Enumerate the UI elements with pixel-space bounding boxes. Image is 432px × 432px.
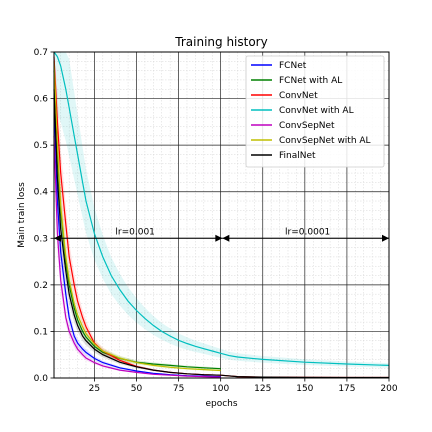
axis-ticks: 25 50 75 100 125 150 175 200 0.0 0.1 0.2 0.3 0.4 0.5 0… — [34, 48, 398, 394]
lr-annotations: lr=0.001 lr=0.0001 — [54, 227, 389, 242]
chart-title: Training history — [174, 35, 267, 49]
variance-bands — [54, 52, 389, 378]
y-tick-label: 0.3 — [34, 234, 48, 244]
legend-label: FCNet with AL — [279, 76, 342, 86]
lr-arrow-head-left — [222, 234, 230, 242]
x-axis-label: epochs — [205, 399, 237, 409]
x-tick-label: 150 — [296, 384, 313, 394]
legend-label: FCNet — [279, 61, 307, 71]
legend-label: ConvNet — [279, 91, 318, 101]
y-tick-label: 0.5 — [34, 141, 48, 151]
legend-label: ConvSepNet with AL — [279, 136, 371, 146]
legend-box — [245, 55, 385, 168]
series-line — [53, 61, 221, 372]
series-line — [53, 89, 389, 379]
y-tick-label: 0.0 — [34, 374, 49, 384]
lr-arrow-head-right — [382, 234, 389, 242]
series-band — [54, 54, 389, 378]
plot-frame — [53, 51, 390, 379]
y-tick-label: 0.6 — [34, 95, 49, 105]
x-tick-label: 175 — [338, 384, 355, 394]
legend-label: ConvSepNet — [279, 121, 335, 131]
legend-label: FinalNet — [279, 151, 316, 161]
x-tick-label: 125 — [254, 384, 271, 394]
x-tick-label: 50 — [131, 384, 143, 394]
lr-label: lr=0.001 — [115, 227, 155, 237]
legend-label: ConvNet with AL — [279, 106, 354, 116]
y-tick-label: 0.4 — [34, 188, 49, 198]
x-tick-label: 100 — [212, 384, 229, 394]
legend: FCNet FCNet with AL ConvNet ConvNet with AL… — [245, 55, 385, 168]
x-tick-label: 25 — [89, 384, 100, 394]
series-line — [53, 51, 390, 366]
y-tick-label: 0.7 — [34, 48, 48, 58]
y-tick-label: 0.1 — [34, 327, 48, 337]
series-line — [53, 135, 221, 378]
x-tick-label: 200 — [380, 384, 397, 394]
x-tick-label: 75 — [173, 384, 184, 394]
lr-arrow-head-right — [215, 234, 223, 242]
y-tick-label: 0.2 — [34, 281, 48, 291]
y-axis-label: Main train loss — [17, 182, 27, 248]
lr-arrow-head-left — [54, 234, 61, 242]
lr-label: lr=0.0001 — [285, 227, 330, 237]
series-lines — [53, 51, 390, 379]
